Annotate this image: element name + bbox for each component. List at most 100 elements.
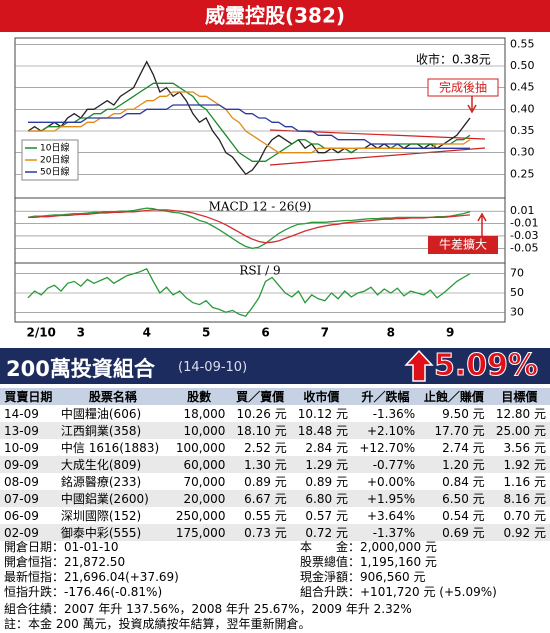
y-tick-label: 0.30	[510, 146, 535, 159]
table-cell: 14-09	[4, 406, 39, 421]
table-cell: 大成生化(809)	[56, 456, 169, 473]
table-cell: 20,000	[168, 490, 230, 507]
table-cell: +1.95%	[351, 490, 420, 507]
header-bar	[0, 0, 550, 32]
callout-arrow	[467, 96, 477, 114]
table-row: 02-09 御泰中彩(555) 175,000 0.73 元 0.72 元 -1.37% 0…	[0, 524, 550, 541]
table-cell: 10.12 元	[297, 407, 348, 421]
table-row: 10-09 中信 1616(1883) 100,000 2.52 元 2.84 元 +12…	[0, 439, 550, 456]
series-line	[28, 82, 471, 162]
legend-label: 50日線	[40, 166, 69, 178]
table-row: 07-09 中國鋁業(2600) 20,000 6.67 元 6.80 元 +1.95% 6…	[0, 490, 550, 507]
y-tick-label: 70	[510, 267, 524, 280]
table-cell: 17.70 元	[419, 422, 489, 439]
callout-box	[427, 78, 499, 97]
table-cell: 御泰中彩(555)	[56, 524, 169, 541]
table-cell: 0.92 元	[488, 524, 550, 541]
portfolio-change: 5.09%	[433, 348, 539, 384]
history: 組合往績：2007 年升 137.56%，2008 年升 25.67%，2009…	[4, 602, 412, 616]
table-cell: 07-09	[0, 490, 57, 507]
series-line	[27, 267, 471, 317]
y-tick-label: 0.35	[510, 124, 535, 137]
x-tick-label: 4	[143, 326, 151, 340]
table-cell: 60,000	[168, 456, 230, 473]
summary-line: 恒指升跌：-176.46(-0.81%)	[4, 585, 163, 599]
table-cell: -1.36%	[372, 406, 416, 421]
table-cell: +3.64%	[366, 508, 416, 523]
table-cell: 中信 1616(1883)	[60, 441, 160, 455]
table-cell: 2.84 元	[305, 441, 348, 455]
table-cell: 0.54 元	[442, 509, 485, 523]
summary-line: 組合升跌：+101,720 元 (+5.09%)	[300, 585, 497, 599]
table-cell: 2.74 元	[442, 441, 485, 455]
table-row: 08-09 銘源醫療(233) 70,000 0.89 元 0.89 元 +0.00% 0.…	[0, 473, 550, 490]
annotation: 完成後抽	[439, 80, 487, 95]
table-cell: 0.72 元	[290, 524, 352, 541]
table-cell: 1.30 元	[229, 456, 291, 473]
portfolio-title: 200萬投資組合	[6, 357, 155, 381]
note: 註：本金 200 萬元，投資成績按年結算，翌年重新開倉。	[4, 617, 311, 631]
y-tick-label: 0.01	[510, 204, 535, 217]
table-row: 13-09 江西銅業(358) 10,000 18.10 元 18.48 元 +2.10%…	[0, 422, 550, 439]
table-cell: -1.37%	[351, 524, 420, 541]
column-header: 止蝕／賺價	[419, 388, 489, 405]
x-tick-label: 5	[202, 326, 210, 340]
table-cell: +2.10%	[351, 422, 420, 439]
y-tick-label: 0.40	[510, 102, 535, 115]
summary-left: 開倉日期：01-01-10 開倉恒指：21,872.50 最新恒指：21,696.0…	[4, 540, 179, 600]
table-cell: 09-09	[0, 456, 57, 473]
table-row: 06-09 深圳國際(152) 250,000 0.55 元 0.57 元 +3.64% 0…	[0, 507, 550, 524]
table-cell: 70,000	[183, 474, 226, 489]
table-cell: -0.77%	[351, 456, 420, 473]
table-row: 09-09 大成生化(809) 60,000 1.30 元 1.29 元 -0.77% 1.…	[0, 456, 550, 473]
table-cell: 6.80 元	[290, 490, 352, 507]
table-cell: 中國鋁業(2600)	[56, 490, 169, 507]
x-tick-label: 7	[321, 326, 329, 340]
header-title: 威靈控股(382)	[205, 4, 345, 28]
y-tick-label: -0.03	[510, 229, 538, 242]
table-cell: 175,000	[168, 524, 230, 541]
table-cell: 中國糧油(606)	[60, 407, 142, 421]
summary-right: 本 金：2,000,000 元股票總值：1,195,160 元現金淨額：906,…	[300, 540, 497, 600]
table-cell: 18.10 元	[229, 422, 291, 439]
panel-frame	[14, 37, 506, 323]
table-cell: 6.50 元	[419, 490, 489, 507]
annotation: 牛差擴大	[439, 237, 487, 252]
callout-box	[428, 236, 498, 254]
column-header: 買／賣價	[229, 388, 291, 405]
portfolio-bar: 200萬投資組合 (14-09-10) 5.09%	[0, 348, 550, 384]
table-cell: 06-09	[4, 508, 39, 523]
holdings-table: 買賣日期 股票名稱 股數 買／賣價 收市價 升／跌幅 止蝕／賺價 目標價 14-09 中國糧油(6…	[0, 388, 550, 541]
table-cell: 12.80 元	[495, 407, 546, 421]
table-cell: 02-09	[0, 524, 57, 541]
column-header: 收市價	[290, 388, 352, 405]
table-cell: 10,000	[168, 422, 230, 439]
chart-area: 威靈控股(382) 0.25 0.30 0.35 0.40 0.45 0.50 0.55 10…	[0, 0, 550, 340]
table-cell: 0.70 元	[503, 509, 546, 523]
y-tick-label: -0.01	[510, 217, 538, 230]
series-line	[28, 209, 471, 244]
table-cell: 10.26 元	[236, 407, 287, 421]
y-tick-label: 30	[510, 305, 524, 318]
legend-label: 10日線	[40, 142, 69, 154]
table-cell: 9.50 元	[442, 407, 485, 421]
table-cell: 100,000	[175, 440, 226, 455]
summary-line: 本 金：2,000,000 元	[300, 540, 437, 554]
panel-title: MACD 12 - 26(9)	[209, 200, 312, 214]
column-header: 股票名稱	[56, 388, 169, 405]
table-cell: 8.16 元	[488, 490, 550, 507]
panel-title: RSI / 9	[239, 264, 280, 278]
legend-label: 20日線	[40, 154, 69, 166]
column-header: 升／跌幅	[351, 388, 420, 405]
y-tick-label: 0.55	[510, 37, 535, 50]
table-row: 14-09 中國糧油(606) 18,000 10.26 元 10.12 元 -1.36%…	[0, 405, 550, 422]
portfolio-date: (14-09-10)	[178, 360, 248, 375]
table-cell: 13-09	[0, 422, 57, 439]
y-tick-label: -0.05	[510, 241, 538, 254]
x-tick-label: 6	[261, 326, 269, 340]
table-cell: 25.00 元	[488, 422, 550, 439]
x-tick-label: 8	[387, 326, 395, 340]
table-cell: +0.00%	[366, 474, 416, 489]
table-cell: 0.55 元	[244, 509, 287, 523]
